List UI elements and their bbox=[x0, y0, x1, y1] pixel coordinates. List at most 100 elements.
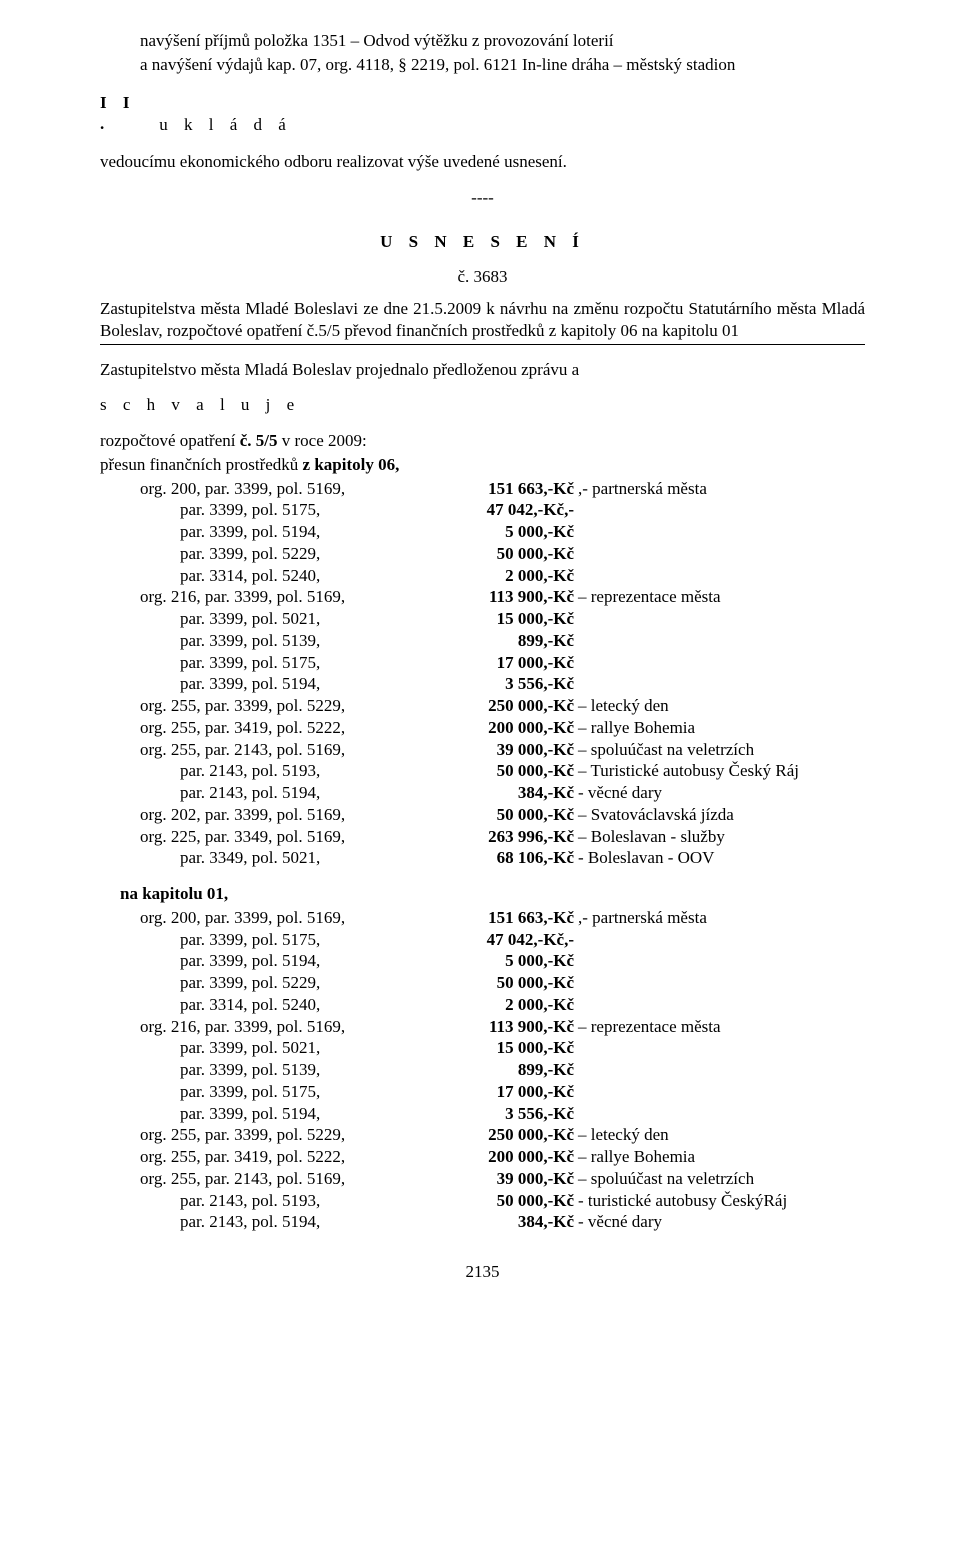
budget-row-amount: 50 000,-Kč bbox=[444, 543, 574, 565]
budget-row-ref: org. 255, par. 3399, pol. 5229, bbox=[140, 695, 444, 717]
budget-row: par. 3399, pol. 5194,5 000,-Kč bbox=[140, 950, 865, 972]
budget-row: org. 255, par. 3399, pol. 5229,250 000,-… bbox=[140, 1124, 865, 1146]
budget-row-ref: par. 2143, pol. 5194, bbox=[140, 1211, 444, 1233]
budget-row-ref: par. 2143, pol. 5193, bbox=[140, 1190, 444, 1212]
budget-row-ref: par. 3399, pol. 5194, bbox=[140, 521, 444, 543]
separator-dashes: ---- bbox=[100, 187, 865, 209]
budget-row-ref: par. 3399, pol. 5194, bbox=[140, 950, 444, 972]
budget-row: par. 3399, pol. 5175,47 042,-Kč,- bbox=[140, 929, 865, 951]
budget-row-amount: 200 000,-Kč bbox=[444, 1146, 574, 1168]
budget-row: org. 200, par. 3399, pol. 5169,151 663,-… bbox=[140, 478, 865, 500]
budget-row-ref: par. 3399, pol. 5021, bbox=[140, 608, 444, 630]
budget-row: par. 2143, pol. 5194,384,-Kč - věcné dar… bbox=[140, 782, 865, 804]
budget-row-amount: 200 000,-Kč bbox=[444, 717, 574, 739]
budget-row: par. 3399, pol. 5139,899,-Kč bbox=[140, 1059, 865, 1081]
budget-row-ref: org. 216, par. 3399, pol. 5169, bbox=[140, 1016, 444, 1038]
budget-row: par. 3399, pol. 5175,17 000,-Kč bbox=[140, 1081, 865, 1103]
budget-row-ref: org. 200, par. 3399, pol. 5169, bbox=[140, 478, 444, 500]
budget-row-amount: 384,-Kč bbox=[444, 782, 574, 804]
budget-row-ref: par. 2143, pol. 5193, bbox=[140, 760, 444, 782]
budget-row-note: – Turistické autobusy Český Ráj bbox=[574, 760, 799, 782]
budget-row-amount: 47 042,-Kč,- bbox=[444, 929, 574, 951]
intro-line-1: navýšení příjmů položka 1351 – Odvod výt… bbox=[140, 30, 865, 52]
budget-row-note: – Boleslavan - služby bbox=[574, 826, 725, 848]
resolution-heading: U S N E S E N Í bbox=[100, 231, 865, 253]
budget-row: par. 3349, pol. 5021,68 106,-Kč - Bolesl… bbox=[140, 847, 865, 869]
budget-row-note: – Svatováclavská jízda bbox=[574, 804, 734, 826]
budget-row-note: – letecký den bbox=[574, 695, 669, 717]
budget-row-ref: org. 255, par. 2143, pol. 5169, bbox=[140, 1168, 444, 1190]
budget-row-ref: par. 3314, pol. 5240, bbox=[140, 565, 444, 587]
budget-row-ref: org. 255, par. 3399, pol. 5229, bbox=[140, 1124, 444, 1146]
budget-row: par. 3399, pol. 5194,3 556,-Kč bbox=[140, 673, 865, 695]
budget-row-note: – spoluúčast na veletrzích bbox=[574, 739, 754, 761]
budget-row: par. 3399, pol. 5194,3 556,-Kč bbox=[140, 1103, 865, 1125]
budget-list-2: org. 200, par. 3399, pol. 5169,151 663,-… bbox=[140, 907, 865, 1233]
budget-row-amount: 2 000,-Kč bbox=[444, 994, 574, 1016]
budget-row-amount: 50 000,-Kč bbox=[444, 760, 574, 782]
budget-row-amount: 151 663,-Kč bbox=[444, 478, 574, 500]
budget-row: org. 216, par. 3399, pol. 5169,113 900,-… bbox=[140, 586, 865, 608]
budget-row-note: – rallye Bohemia bbox=[574, 1146, 695, 1168]
budget-row-amount: 5 000,-Kč bbox=[444, 521, 574, 543]
budget-row-note: – spoluúčast na veletrzích bbox=[574, 1168, 754, 1190]
budget-row-amount: 151 663,-Kč bbox=[444, 907, 574, 929]
kapitola-01-heading: na kapitolu 01, bbox=[120, 883, 865, 905]
budget-row-ref: org. 200, par. 3399, pol. 5169, bbox=[140, 907, 444, 929]
budget-row-amount: 39 000,-Kč bbox=[444, 1168, 574, 1190]
budget-row-note: – letecký den bbox=[574, 1124, 669, 1146]
opatreni-prefix: rozpočtové opatření bbox=[100, 431, 240, 450]
presun-prefix: přesun finančních prostředků bbox=[100, 455, 303, 474]
budget-row: org. 255, par. 2143, pol. 5169,39 000,-K… bbox=[140, 739, 865, 761]
budget-row: par. 3399, pol. 5021,15 000,-Kč bbox=[140, 1037, 865, 1059]
budget-row-amount: 113 900,-Kč bbox=[444, 586, 574, 608]
budget-row-ref: par. 3399, pol. 5021, bbox=[140, 1037, 444, 1059]
budget-row-amount: 47 042,-Kč,- bbox=[444, 499, 574, 521]
budget-row-note: – rallye Bohemia bbox=[574, 717, 695, 739]
budget-row: par. 3399, pol. 5021,15 000,-Kč bbox=[140, 608, 865, 630]
budget-row-ref: par. 3399, pol. 5175, bbox=[140, 499, 444, 521]
budget-row-note: ,- partnerská města bbox=[574, 907, 707, 929]
intro-line-2: a navýšení výdajů kap. 07, org. 4118, § … bbox=[140, 54, 865, 76]
budget-row-amount: 250 000,-Kč bbox=[444, 1124, 574, 1146]
budget-row-ref: par. 3399, pol. 5139, bbox=[140, 630, 444, 652]
budget-row-amount: 50 000,-Kč bbox=[444, 1190, 574, 1212]
budget-row-ref: par. 3399, pol. 5194, bbox=[140, 673, 444, 695]
budget-row-ref: org. 216, par. 3399, pol. 5169, bbox=[140, 586, 444, 608]
budget-row: org. 216, par. 3399, pol. 5169,113 900,-… bbox=[140, 1016, 865, 1038]
presun-line: přesun finančních prostředků z kapitoly … bbox=[100, 454, 865, 476]
budget-row-amount: 39 000,-Kč bbox=[444, 739, 574, 761]
budget-row-amount: 5 000,-Kč bbox=[444, 950, 574, 972]
budget-row-ref: org. 255, par. 2143, pol. 5169, bbox=[140, 739, 444, 761]
budget-row-note: – reprezentace města bbox=[574, 586, 721, 608]
budget-row-ref: par. 3399, pol. 5139, bbox=[140, 1059, 444, 1081]
budget-row-amount: 263 996,-Kč bbox=[444, 826, 574, 848]
budget-row: par. 3399, pol. 5175,47 042,-Kč,- bbox=[140, 499, 865, 521]
projednalo-text: Zastupitelstvo města Mladá Boleslav proj… bbox=[100, 359, 865, 381]
budget-row: org. 255, par. 3399, pol. 5229,250 000,-… bbox=[140, 695, 865, 717]
budget-row-note: - Boleslavan - OOV bbox=[574, 847, 714, 869]
budget-row: par. 3314, pol. 5240,2 000,-Kč bbox=[140, 565, 865, 587]
budget-list-1: org. 200, par. 3399, pol. 5169,151 663,-… bbox=[140, 478, 865, 870]
budget-row: par. 3399, pol. 5229,50 000,-Kč bbox=[140, 543, 865, 565]
budget-row-amount: 15 000,-Kč bbox=[444, 608, 574, 630]
budget-row-amount: 3 556,-Kč bbox=[444, 673, 574, 695]
budget-row-ref: par. 3399, pol. 5194, bbox=[140, 1103, 444, 1125]
budget-row: par. 3314, pol. 5240,2 000,-Kč bbox=[140, 994, 865, 1016]
budget-row: par. 3399, pol. 5229,50 000,-Kč bbox=[140, 972, 865, 994]
budget-row-amount: 50 000,-Kč bbox=[444, 972, 574, 994]
resolution-number: č. 3683 bbox=[100, 266, 865, 288]
budget-row-amount: 17 000,-Kč bbox=[444, 1081, 574, 1103]
budget-row-ref: org. 202, par. 3399, pol. 5169, bbox=[140, 804, 444, 826]
budget-row: org. 200, par. 3399, pol. 5169,151 663,-… bbox=[140, 907, 865, 929]
page-number: 2135 bbox=[100, 1261, 865, 1283]
budget-row: par. 2143, pol. 5193,50 000,-Kč – Turist… bbox=[140, 760, 865, 782]
budget-row-ref: par. 3314, pol. 5240, bbox=[140, 994, 444, 1016]
budget-row-ref: org. 225, par. 3349, pol. 5169, bbox=[140, 826, 444, 848]
budget-row-amount: 250 000,-Kč bbox=[444, 695, 574, 717]
budget-row: org. 255, par. 3419, pol. 5222,200 000,-… bbox=[140, 1146, 865, 1168]
opatreni-suffix: v roce 2009: bbox=[278, 431, 367, 450]
schvaluje-label: s c h v a l u j e bbox=[100, 394, 865, 416]
budget-row-amount: 15 000,-Kč bbox=[444, 1037, 574, 1059]
section-2-text: vedoucímu ekonomického odboru realizovat… bbox=[100, 151, 865, 173]
